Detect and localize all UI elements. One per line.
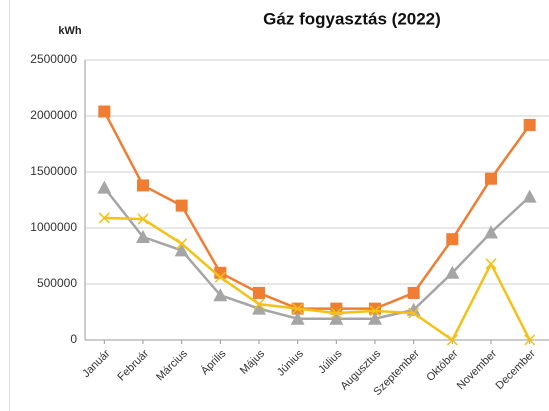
series-line (103, 186, 531, 320)
marker (136, 229, 150, 243)
marker (214, 271, 226, 283)
marker (445, 265, 460, 279)
marker (97, 180, 112, 194)
marker (176, 238, 188, 250)
marker (522, 189, 537, 203)
series-line (103, 110, 531, 310)
marker (369, 305, 381, 317)
marker (407, 286, 420, 299)
marker (292, 303, 304, 315)
series-line (104, 216, 531, 342)
marker (330, 307, 342, 319)
marker (137, 179, 149, 192)
marker (213, 288, 228, 302)
marker (252, 301, 266, 315)
marker (98, 105, 111, 118)
marker (98, 212, 110, 224)
y-tick-label: 2000000 (30, 108, 77, 122)
y-axis-label: kWh (58, 25, 82, 37)
marker (174, 243, 189, 257)
marker (485, 258, 497, 270)
marker (524, 334, 536, 346)
marker (446, 233, 459, 246)
marker (175, 199, 188, 212)
marker (485, 172, 497, 185)
marker (446, 334, 458, 346)
y-tick-label: 500000 (37, 276, 77, 290)
marker (290, 311, 305, 325)
marker (137, 213, 149, 225)
y-tick-label: 2500000 (30, 52, 77, 66)
marker (408, 307, 420, 319)
marker (253, 298, 265, 310)
marker (484, 225, 498, 239)
chart-title: Gáz fogyasztás (2022) (263, 9, 441, 28)
y-tick-label: 1500000 (30, 164, 77, 178)
marker (523, 118, 536, 131)
marker (329, 311, 344, 325)
marker (368, 311, 382, 325)
y-tick-label: 1000000 (30, 220, 77, 234)
marker (253, 286, 265, 299)
y-tick-label: 0 (70, 332, 77, 346)
